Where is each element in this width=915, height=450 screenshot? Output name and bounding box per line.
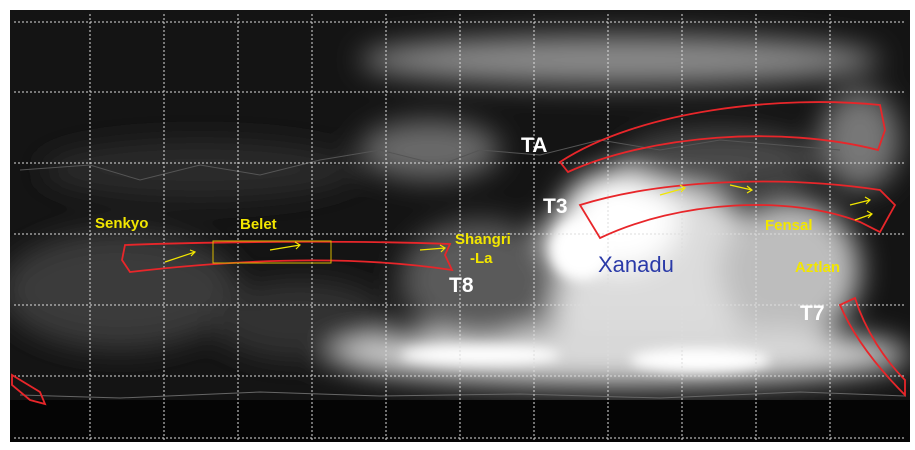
- flyby-label: T8: [449, 274, 474, 297]
- region-label: Fensal: [765, 217, 813, 234]
- flow-arrows: [164, 184, 873, 263]
- region-label: Senkyo: [95, 215, 148, 232]
- flyby-tracks: [11, 101, 906, 406]
- flyby-label: T3: [543, 195, 568, 218]
- grid: [14, 14, 906, 440]
- region-label: Shangri: [455, 231, 511, 248]
- flyby-label: T7: [800, 302, 825, 325]
- region-label: Xanadu: [598, 252, 674, 277]
- region-label: Aztlan: [795, 259, 840, 276]
- labels: Senkyo Belet Shangri -La Xanadu Fensal A…: [95, 134, 840, 325]
- flyby-label: TA: [521, 134, 547, 157]
- region-label: Belet: [240, 216, 277, 233]
- region-label: -La: [470, 250, 493, 267]
